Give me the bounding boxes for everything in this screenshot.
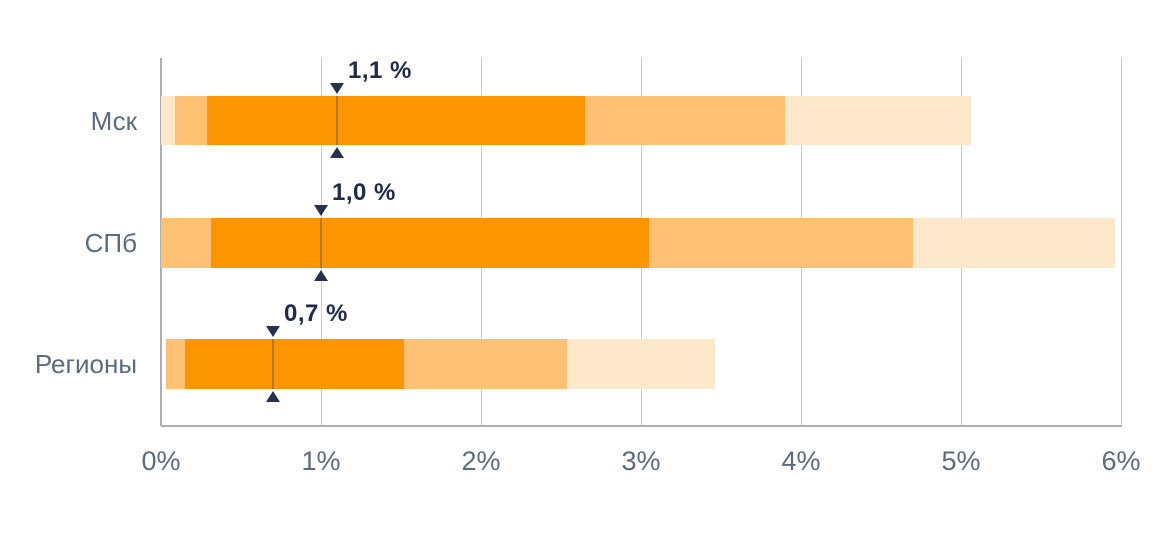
gridline [1121, 58, 1122, 426]
bar-segment-medium [175, 96, 208, 145]
category-label-msk: Мск [90, 105, 137, 136]
category-label-regions: Регионы [34, 349, 137, 379]
x-tick-label: 6% [1101, 446, 1141, 476]
marker-value-label: 1,0 % [332, 179, 396, 206]
marker-line [336, 96, 338, 145]
x-tick-label: 3% [621, 446, 661, 476]
marker-line [272, 339, 274, 389]
x-axis-line [161, 425, 1122, 427]
marker-triangle-down-icon [330, 83, 344, 94]
bar-segment-light [785, 96, 971, 145]
bar-segment-medium [404, 339, 568, 389]
marker-value-label: 0,7 % [284, 300, 348, 327]
x-tick-label: 4% [781, 446, 821, 476]
bar-segment-medium [161, 218, 211, 268]
bar-segment-light [913, 218, 1115, 268]
bar-segment-medium [585, 96, 785, 145]
bar-segment-light [161, 96, 176, 145]
bar-segment-dark [210, 218, 649, 268]
x-tick-label: 2% [461, 446, 501, 476]
marker-triangle-down-icon [266, 326, 280, 337]
marker-triangle-down-icon [314, 205, 328, 216]
bar-segment-medium [165, 339, 185, 389]
marker-line [320, 218, 322, 268]
bar-segment-medium [649, 218, 913, 268]
x-tick-label: 5% [941, 446, 981, 476]
marker-triangle-up-icon [266, 391, 280, 402]
marker-triangle-up-icon [330, 147, 344, 158]
bar-segment-dark [185, 339, 405, 389]
marker-triangle-up-icon [314, 270, 328, 281]
category-label-spb: СПб [84, 228, 137, 258]
bar-segment-dark [207, 96, 585, 145]
x-tick-label: 1% [301, 446, 341, 476]
marker-value-label: 1,1 % [348, 57, 412, 84]
bar-segment-light [567, 339, 715, 389]
x-tick-label: 0% [141, 446, 181, 476]
